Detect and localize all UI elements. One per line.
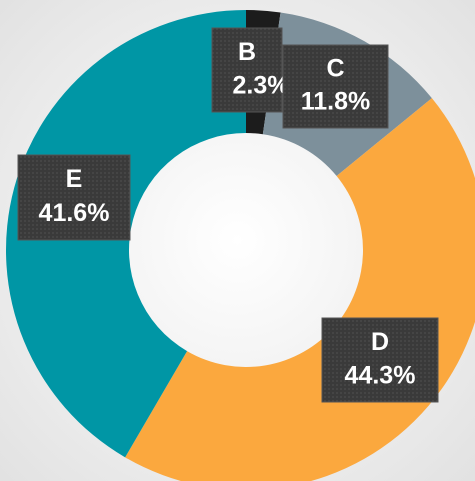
- value-label: 2.3%: [233, 71, 290, 99]
- value-label: 11.8%: [301, 88, 371, 116]
- labels: B 2.3% C 11.8% E 41.6% D 44.3%: [17, 27, 439, 403]
- data-label: B 2.3%: [211, 27, 290, 113]
- category-label: E: [66, 165, 83, 193]
- category-label: C: [326, 55, 344, 83]
- data-label: C 11.8%: [282, 44, 389, 129]
- label-box: [211, 27, 283, 113]
- data-label: D 44.3%: [321, 317, 439, 403]
- value-label: 44.3%: [345, 361, 416, 389]
- label-box: [282, 44, 389, 129]
- category-label: B: [238, 38, 256, 66]
- data-label: E 41.6%: [17, 154, 131, 241]
- category-label: D: [371, 328, 389, 356]
- label-box: [17, 154, 131, 241]
- label-box: [321, 317, 439, 403]
- value-label: 41.6%: [39, 199, 110, 227]
